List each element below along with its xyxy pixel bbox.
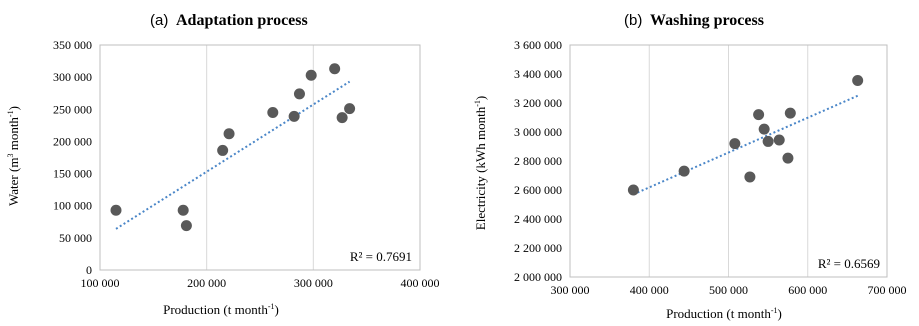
y-tick-label: 2 000 000 — [514, 270, 562, 284]
points-a — [110, 63, 356, 232]
y-tick-label: 2 200 000 — [514, 241, 562, 255]
points-b — [627, 75, 864, 196]
gridlines-a — [206, 45, 314, 270]
data-point — [180, 220, 192, 232]
x-axis-label-a: Production (t month-1) — [163, 302, 279, 317]
data-point — [217, 144, 229, 156]
data-point — [627, 184, 639, 196]
plot-frame-a — [99, 44, 421, 271]
data-point — [852, 75, 864, 87]
data-point — [110, 204, 122, 216]
data-point — [784, 107, 796, 119]
data-point — [344, 103, 356, 115]
data-point — [773, 134, 785, 146]
y-tick-label: 3 600 000 — [514, 38, 562, 52]
y-ticks-a: 0 50 000 100 000 150 000 200 000 250 000 300 0… — [53, 38, 92, 277]
panel-label-b: (b) — [624, 12, 642, 29]
y-tick-label: 200 000 — [53, 134, 92, 148]
data-point — [293, 88, 305, 100]
y-axis-label-b: Electricity (kWh month-1) — [473, 96, 488, 230]
x-tick-label: 400 000 — [630, 283, 669, 297]
data-point — [288, 110, 300, 122]
y-tick-label: 50 000 — [59, 231, 92, 245]
panel-label-a: (a) — [150, 12, 168, 29]
x-axis-label-b: Production (t month-1) — [666, 306, 782, 321]
y-tick-label: 2 600 000 — [514, 183, 562, 197]
y-tick-label: 0 — [86, 263, 92, 277]
data-point — [744, 171, 756, 183]
y-tick-label: 3 200 000 — [514, 96, 562, 110]
chart-title-a: Adaptation process — [176, 12, 308, 29]
y-axis-label-a: Water (m3 month-1) — [6, 106, 21, 206]
y-tick-label: 350 000 — [53, 38, 92, 52]
x-tick-label: 500 000 — [709, 283, 748, 297]
data-point — [678, 165, 690, 177]
data-point — [336, 112, 348, 124]
y-ticks-b: 2 000 000 2 200 000 2 400 000 2 600 000 2 80… — [514, 38, 562, 284]
y-tick-label: 2 800 000 — [514, 154, 562, 168]
trendline-a — [115, 80, 351, 230]
trendline-b — [632, 94, 859, 196]
data-point — [305, 69, 317, 81]
x-tick-label: 400 000 — [401, 276, 440, 290]
chart-adaptation-process: (a) Adaptation process 0 50 000 100 000 150… — [6, 12, 440, 317]
data-point — [782, 152, 794, 164]
data-point — [758, 123, 770, 135]
x-tick-label: 300 000 — [551, 283, 590, 297]
x-tick-label: 700 000 — [868, 283, 907, 297]
r2-label-b: R² = 0.6569 — [818, 256, 880, 271]
y-tick-label: 100 000 — [53, 199, 92, 213]
data-point — [753, 109, 765, 121]
y-tick-label: 3 000 000 — [514, 125, 562, 139]
y-tick-label: 3 400 000 — [514, 67, 562, 81]
data-point — [329, 63, 341, 75]
x-tick-label: 600 000 — [788, 283, 827, 297]
data-point — [729, 138, 741, 150]
x-ticks-b: 300 000 400 000 500 000 600 000 700 000 — [551, 283, 907, 297]
gridlines-b — [648, 45, 809, 277]
y-tick-label: 2 400 000 — [514, 212, 562, 226]
data-point — [177, 204, 189, 216]
y-tick-label: 300 000 — [53, 70, 92, 84]
x-tick-label: 300 000 — [294, 276, 333, 290]
y-tick-label: 150 000 — [53, 167, 92, 181]
data-point — [762, 135, 774, 147]
x-ticks-a: 100 000 200 000 300 000 400 000 — [81, 276, 440, 290]
x-tick-label: 100 000 — [81, 276, 120, 290]
data-point — [223, 128, 235, 140]
plot-frame-b — [569, 44, 888, 278]
x-tick-label: 200 000 — [187, 276, 226, 290]
data-point — [267, 107, 279, 118]
y-tick-label: 250 000 — [53, 102, 92, 116]
r2-label-a: R² = 0.7691 — [350, 249, 412, 264]
chart-title-b: Washing process — [650, 12, 764, 29]
